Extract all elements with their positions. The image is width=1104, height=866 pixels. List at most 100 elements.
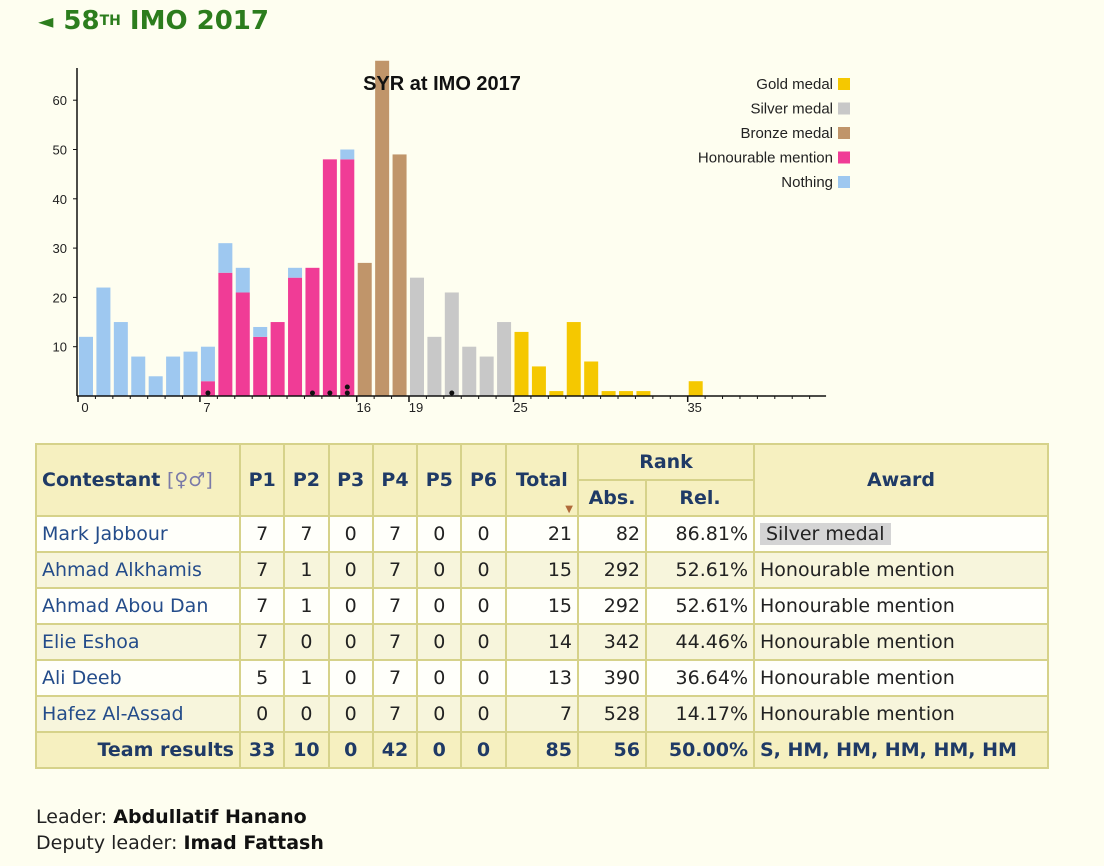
score-p6: 0	[460, 515, 507, 553]
rank-rel: 86.81%	[645, 515, 755, 553]
header-p3[interactable]: P3	[327, 443, 374, 517]
rank-rel: 44.46%	[645, 623, 755, 661]
rank-abs: 342	[577, 623, 647, 661]
team-score-p6: 0	[460, 731, 507, 769]
y-tick-label: 20	[53, 290, 67, 305]
team-score-p4: 42	[371, 731, 419, 769]
chart-bar	[392, 154, 407, 396]
team-results-label: Team results	[35, 731, 241, 769]
score-p1: 7	[238, 515, 286, 553]
score-p5: 0	[416, 695, 463, 733]
chart-bar	[549, 391, 564, 396]
team-member-marker	[344, 390, 350, 396]
header-p2[interactable]: P2	[283, 443, 330, 517]
score-p1: 0	[238, 695, 286, 733]
header-p5[interactable]: P5	[416, 443, 463, 517]
award-label: Honourable mention	[760, 667, 955, 689]
legend-swatch	[838, 127, 850, 139]
rank-abs: 528	[577, 695, 647, 733]
rank-abs: 390	[577, 659, 647, 697]
score-total: 15	[504, 587, 580, 625]
legend-label: Gold medal	[756, 76, 833, 93]
score-p1: 7	[238, 623, 286, 661]
team-member-marker	[344, 384, 350, 390]
header-contestant: Contestant [♀♂]	[35, 443, 241, 517]
chart-bar	[79, 336, 93, 396]
header-rank: Rank	[577, 443, 755, 481]
award-cell: Honourable mention	[753, 695, 1049, 733]
y-tick-label: 40	[53, 192, 67, 207]
score-p4: 7	[371, 551, 419, 589]
header-total[interactable]: Total ▼	[504, 443, 580, 517]
team-score-p2: 10	[283, 731, 330, 769]
gender-sort-icon[interactable]: [♀♂]	[166, 469, 213, 491]
x-tick-label: 19	[409, 400, 423, 415]
score-p6: 0	[460, 587, 507, 625]
header-suffix: TH	[99, 13, 121, 29]
legend-swatch	[838, 176, 850, 188]
award-cell: Honourable mention	[753, 587, 1049, 625]
header-rank-abs[interactable]: Abs.	[577, 479, 647, 517]
chart-bar	[218, 243, 233, 273]
back-arrow-icon[interactable]: ◄	[38, 9, 54, 33]
chart-bar	[514, 331, 529, 396]
chart-bar	[218, 272, 233, 396]
legend-swatch	[838, 78, 850, 90]
table-row: Elie Eshoa 7 0 0 7 0 0 14 342 44.46% Honourable me…	[35, 623, 1049, 661]
score-p1: 7	[238, 551, 286, 589]
contestant-name[interactable]: Elie Eshoa	[35, 623, 241, 661]
team-member-marker	[327, 390, 333, 396]
table-row: Hafez Al-Assad 0 0 0 7 0 0 7 528 14.17% Honourable…	[35, 695, 1049, 733]
contestant-name[interactable]: Ali Deeb	[35, 659, 241, 697]
header-p1[interactable]: P1	[238, 443, 286, 517]
deputy-leader-name: Imad Fattash	[183, 832, 324, 854]
header-award[interactable]: Award	[753, 443, 1049, 517]
award-label: Honourable mention	[760, 595, 955, 617]
score-p6: 0	[460, 695, 507, 733]
score-p3: 0	[327, 623, 374, 661]
score-p1: 5	[238, 659, 286, 697]
score-total: 7	[504, 695, 580, 733]
team-score-p1: 33	[238, 731, 286, 769]
x-tick-label: 0	[81, 400, 88, 415]
chart-bar	[96, 287, 111, 396]
header-rank-rel[interactable]: Rel.	[645, 479, 755, 517]
award-label: Honourable mention	[760, 559, 955, 581]
header-p4[interactable]: P4	[371, 443, 419, 517]
chart-bar	[340, 149, 355, 160]
contestant-name[interactable]: Ahmad Alkhamis	[35, 551, 241, 589]
score-p2: 0	[283, 695, 330, 733]
score-p1: 7	[238, 587, 286, 625]
award-label: Honourable mention	[760, 631, 955, 653]
legend-label: Nothing	[781, 174, 833, 191]
table-row: Ahmad Abou Dan 7 1 0 7 0 0 15 292 52.61% Honourabl…	[35, 587, 1049, 625]
chart-bar	[288, 267, 303, 278]
award-label: Silver medal	[760, 523, 891, 545]
score-p3: 0	[327, 695, 374, 733]
score-p4: 7	[371, 659, 419, 697]
score-p3: 0	[327, 515, 374, 553]
score-p2: 1	[283, 659, 330, 697]
score-p4: 7	[371, 623, 419, 661]
chart-bar	[427, 336, 442, 396]
score-p6: 0	[460, 551, 507, 589]
chart-bar	[566, 322, 581, 396]
x-tick-label: 16	[356, 400, 370, 415]
sort-down-icon: ▼	[565, 504, 573, 515]
chart-bar	[531, 366, 546, 396]
deputy-leader-line: Deputy leader: Imad Fattash	[36, 832, 324, 854]
chart-bar	[444, 292, 459, 396]
chart-title: SYR at IMO 2017	[363, 73, 521, 95]
header-p6[interactable]: P6	[460, 443, 507, 517]
chart-bar	[235, 292, 250, 396]
chart-bar	[253, 336, 268, 396]
contestant-name[interactable]: Hafez Al-Assad	[35, 695, 241, 733]
contestant-name[interactable]: Mark Jabbour	[35, 515, 241, 553]
contestant-name[interactable]: Ahmad Abou Dan	[35, 587, 241, 625]
chart-bar	[253, 326, 268, 337]
score-p2: 0	[283, 623, 330, 661]
chart-bar	[148, 376, 163, 396]
rank-rel: 14.17%	[645, 695, 755, 733]
legend-label: Honourable mention	[698, 150, 833, 167]
results-table: Contestant [♀♂] P1 P2 P3 P4 P5 P6 Total …	[35, 443, 1049, 769]
